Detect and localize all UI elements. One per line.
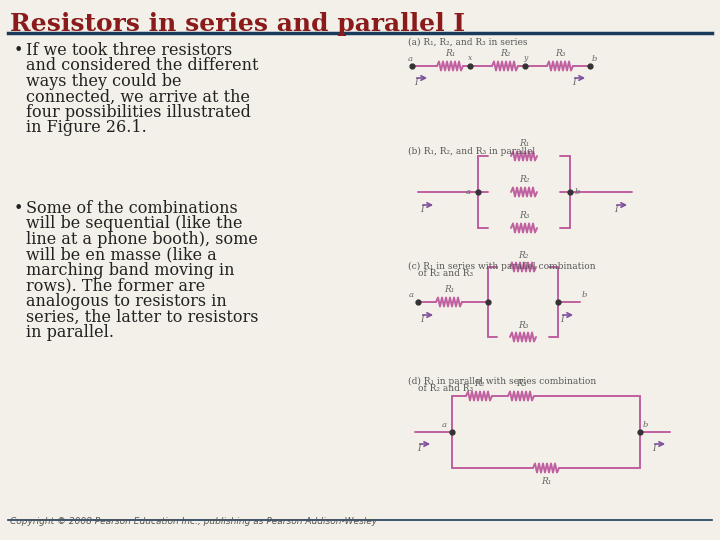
Text: (b) R₁, R₂, and R₃ in parallel: (b) R₁, R₂, and R₃ in parallel <box>408 147 535 156</box>
Text: series, the latter to resistors: series, the latter to resistors <box>26 308 258 326</box>
Text: R₃: R₃ <box>555 50 565 58</box>
Text: I: I <box>572 78 575 87</box>
Text: b: b <box>643 421 649 429</box>
Text: •: • <box>14 200 23 217</box>
Text: b: b <box>582 291 588 299</box>
Text: If we took three resistors: If we took three resistors <box>26 42 233 59</box>
Text: R₁: R₁ <box>519 139 529 148</box>
Text: connected, we arrive at the: connected, we arrive at the <box>26 89 250 105</box>
Text: I: I <box>420 315 423 324</box>
Text: a: a <box>442 421 447 429</box>
Text: b: b <box>592 55 598 63</box>
Text: I: I <box>652 444 655 453</box>
Text: (c) R₁ in series with parallel combination: (c) R₁ in series with parallel combinati… <box>408 262 595 271</box>
Text: a: a <box>409 291 414 299</box>
Text: y: y <box>523 54 527 62</box>
Text: Copyright © 2008 Pearson Education Inc., publishing as Pearson Addison-Wesley: Copyright © 2008 Pearson Education Inc.,… <box>10 517 377 526</box>
Text: I: I <box>420 205 423 214</box>
Text: R₂: R₂ <box>518 251 528 260</box>
Text: Some of the combinations: Some of the combinations <box>26 200 238 217</box>
Text: four possibilities illustrated: four possibilities illustrated <box>26 104 251 121</box>
Text: in Figure 26.1.: in Figure 26.1. <box>26 119 147 137</box>
Text: I: I <box>417 444 420 453</box>
Text: I: I <box>560 315 564 324</box>
Text: (d) R₁ in parallel with series combination: (d) R₁ in parallel with series combinati… <box>408 377 596 386</box>
Text: will be sequential (like the: will be sequential (like the <box>26 215 243 233</box>
Text: ways they could be: ways they could be <box>26 73 181 90</box>
Text: R₃: R₃ <box>516 380 526 388</box>
Text: a: a <box>408 55 413 63</box>
Text: Resistors in series and parallel I: Resistors in series and parallel I <box>10 12 465 36</box>
Text: •: • <box>14 42 23 59</box>
Text: a: a <box>466 188 471 196</box>
Text: in parallel.: in parallel. <box>26 324 114 341</box>
Text: R₃: R₃ <box>519 212 529 220</box>
Text: I: I <box>614 205 618 214</box>
Text: marching band moving in: marching band moving in <box>26 262 235 279</box>
Text: line at a phone booth), some: line at a phone booth), some <box>26 231 258 248</box>
Text: R₁: R₁ <box>541 477 552 486</box>
Text: I: I <box>414 78 418 87</box>
Text: R₁: R₁ <box>444 286 454 294</box>
Text: will be en masse (like a: will be en masse (like a <box>26 246 217 264</box>
Text: b: b <box>575 188 580 196</box>
Text: x: x <box>468 54 472 62</box>
Text: and considered the different: and considered the different <box>26 57 258 75</box>
Text: rows). The former are: rows). The former are <box>26 278 205 294</box>
Text: R₂: R₂ <box>500 50 510 58</box>
Text: analogous to resistors in: analogous to resistors in <box>26 293 227 310</box>
Text: (a) R₁, R₂, and R₃ in series: (a) R₁, R₂, and R₃ in series <box>408 38 528 47</box>
Text: R₁: R₁ <box>445 50 455 58</box>
Text: of R₂ and R₃: of R₂ and R₃ <box>418 384 473 393</box>
Text: R₂: R₂ <box>474 380 484 388</box>
Text: R₂: R₂ <box>519 176 529 185</box>
Text: R₃: R₃ <box>518 321 528 329</box>
Text: of R₂ and R₃: of R₂ and R₃ <box>418 269 473 278</box>
